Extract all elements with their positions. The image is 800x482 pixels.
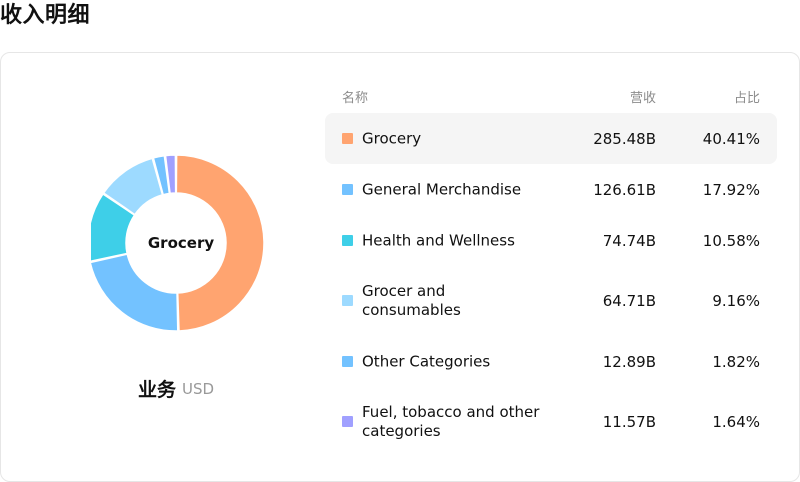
- table-row[interactable]: Grocery 285.48B 40.41%: [325, 113, 777, 164]
- page-title: 收入明细: [0, 3, 91, 28]
- currency-label: USD: [181, 379, 215, 398]
- row-share: 17.92%: [702, 180, 760, 199]
- row-name: General Merchandise: [362, 180, 522, 198]
- column-header-revenue: 营收: [629, 91, 656, 106]
- donut-svg: [91, 154, 265, 332]
- donut-slice-1[interactable]: [91, 253, 179, 332]
- row-share: 10.58%: [702, 231, 760, 250]
- table-row[interactable]: Other Categories 12.89B 1.82%: [325, 336, 777, 387]
- color-swatch: [342, 355, 353, 367]
- table-row[interactable]: Health and Wellness 74.74B 10.58%: [325, 215, 777, 266]
- color-swatch: [342, 416, 353, 427]
- column-header-share: 占比: [733, 91, 760, 106]
- color-swatch: [342, 295, 353, 306]
- table-row[interactable]: General Merchandise 126.61B 17.92%: [325, 164, 777, 215]
- row-name: Fuel, tobacco and other categories: [362, 403, 540, 440]
- row-revenue: 285.48B: [593, 129, 656, 148]
- row-name: Grocery: [362, 129, 422, 147]
- row-revenue: 64.71B: [602, 292, 656, 310]
- donut-slice-5[interactable]: [164, 154, 177, 195]
- row-name: Other Categories: [362, 352, 491, 370]
- color-swatch: [342, 234, 353, 246]
- segment-caption: 业务 USD: [1, 375, 351, 402]
- row-name: Grocer and consumables: [362, 282, 461, 319]
- row-share: 9.16%: [712, 292, 760, 310]
- table-body: Grocery 285.48B 40.41% General Merchandi…: [325, 113, 777, 457]
- breakdown-table: 名称 营收 占比 Grocery 285.48B 40.41% General …: [325, 83, 777, 440]
- donut-chart: Grocery: [91, 153, 271, 333]
- row-name: Health and Wellness: [362, 231, 515, 249]
- column-header-name: 名称: [342, 91, 369, 106]
- row-revenue: 12.89B: [602, 352, 656, 371]
- row-revenue: 74.74B: [602, 231, 656, 250]
- donut-center-label: Grocery: [147, 234, 215, 252]
- table-row[interactable]: Fuel, tobacco and other categories 11.57…: [325, 387, 777, 457]
- revenue-breakdown-card: Grocery 业务 USD 名称 营收 占比 Grocery 285.48B 4…: [0, 52, 800, 482]
- row-share: 1.64%: [712, 413, 760, 431]
- color-swatch: [342, 132, 353, 144]
- row-share: 1.82%: [712, 352, 760, 371]
- row-share: 40.41%: [702, 129, 760, 148]
- segment-type-label: 业务: [137, 379, 176, 401]
- row-revenue: 11.57B: [602, 413, 656, 431]
- donut-slice-0[interactable]: [175, 154, 265, 332]
- color-swatch: [342, 183, 353, 195]
- table-row[interactable]: Grocer and consumables 64.71B 9.16%: [325, 266, 777, 336]
- row-revenue: 126.61B: [593, 180, 656, 199]
- donut-slice-3[interactable]: [102, 157, 164, 216]
- table-header: 名称 营收 占比: [325, 83, 777, 109]
- donut-slice-2[interactable]: [91, 192, 136, 262]
